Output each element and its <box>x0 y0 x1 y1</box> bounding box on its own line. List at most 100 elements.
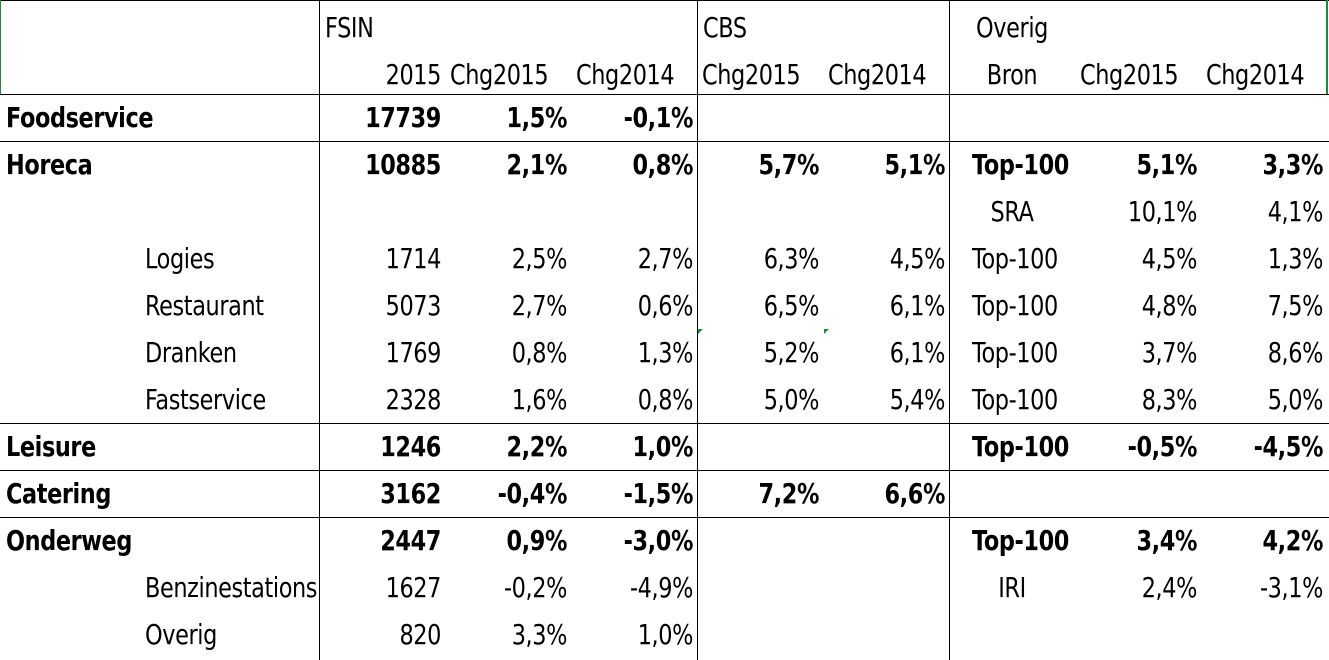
cell-bron[interactable]: Top-100 <box>972 336 1058 369</box>
cell-ov-chg2014[interactable]: 5,0% <box>1267 383 1324 416</box>
cell-fsin-chg2014[interactable]: 1,0% <box>632 430 693 463</box>
cell-cbs-chg2015[interactable] <box>723 564 819 611</box>
cell-ov-chg2015[interactable]: -0,5% <box>1127 430 1198 463</box>
cell-ov-chg2015[interactable] <box>1101 611 1197 658</box>
cell-cbs-chg2014[interactable] <box>849 611 945 658</box>
cell-fsin-chg2014[interactable]: -1,5% <box>623 477 694 510</box>
cell-v2015[interactable]: 10885 <box>365 148 441 181</box>
cell-fsin-chg2015[interactable] <box>471 188 567 235</box>
cell-bron[interactable]: IRI <box>998 571 1026 604</box>
comment-marker[interactable] <box>824 329 829 334</box>
cell-fsin-chg2014[interactable]: 0,6% <box>637 289 694 322</box>
cell-fsin-chg2015[interactable]: 2,7% <box>511 289 568 322</box>
cell-ov-chg2015[interactable]: 3,7% <box>1141 336 1198 369</box>
cell-bron[interactable]: Top-100 <box>972 289 1058 322</box>
cell-fsin-chg2015[interactable]: 1,5% <box>506 101 567 134</box>
row-label[interactable]: Fastservice <box>145 383 266 416</box>
cell-fsin-chg2014[interactable] <box>597 188 693 235</box>
row-label[interactable]: Overig <box>145 618 217 651</box>
row-label[interactable]: Restaurant <box>145 289 264 322</box>
cell-fsin-chg2015[interactable]: 2,5% <box>511 242 568 275</box>
cell-fsin-chg2015[interactable]: 3,3% <box>511 618 568 651</box>
cell-bron[interactable] <box>972 611 1052 658</box>
cell-fsin-chg2014[interactable]: 1,3% <box>637 336 694 369</box>
cell-fsin-chg2014[interactable]: 1,0% <box>637 618 694 651</box>
cell-bron[interactable]: Top-100 <box>972 430 1069 463</box>
cell-cbs-chg2015[interactable]: 5,2% <box>763 336 820 369</box>
cell-bron[interactable] <box>972 94 1052 141</box>
cell-v2015[interactable]: 820 <box>399 618 441 651</box>
row-label[interactable]: Horeca <box>6 148 93 181</box>
cell-cbs-chg2014[interactable] <box>849 564 945 611</box>
cell-ov-chg2015[interactable] <box>1101 94 1197 141</box>
cell-cbs-chg2015[interactable]: 6,5% <box>763 289 820 322</box>
cell-ov-chg2015[interactable]: 8,3% <box>1141 383 1198 416</box>
cell-cbs-chg2015[interactable] <box>723 94 819 141</box>
cell-fsin-chg2015[interactable]: 2,2% <box>506 430 567 463</box>
cell-v2015[interactable]: 17739 <box>365 101 441 134</box>
cell-ov-chg2014[interactable]: 1,3% <box>1267 242 1324 275</box>
cell-cbs-chg2015[interactable] <box>723 517 819 564</box>
row-label[interactable]: Foodservice <box>6 101 154 134</box>
cell-fsin-chg2014[interactable]: 0,8% <box>637 383 694 416</box>
cell-v2015[interactable]: 5073 <box>385 289 442 322</box>
cell-fsin-chg2014[interactable]: -4,9% <box>630 571 693 604</box>
cell-v2015[interactable]: 1627 <box>385 571 442 604</box>
cell-fsin-chg2015[interactable]: -0,4% <box>497 477 568 510</box>
cell-v2015[interactable]: 1769 <box>385 336 442 369</box>
cell-cbs-chg2014[interactable] <box>849 188 945 235</box>
cell-fsin-chg2015[interactable]: 0,8% <box>511 336 568 369</box>
cell-fsin-chg2015[interactable]: -0,2% <box>504 571 567 604</box>
cell-bron[interactable]: Top-100 <box>972 383 1058 416</box>
cell-cbs-chg2015[interactable] <box>723 611 819 658</box>
cell-ov-chg2014[interactable]: -4,5% <box>1253 430 1324 463</box>
cell-v2015[interactable] <box>345 188 441 235</box>
cell-ov-chg2014[interactable]: 3,3% <box>1262 148 1323 181</box>
cell-fsin-chg2015[interactable]: 2,1% <box>506 148 567 181</box>
row-label[interactable]: Logies <box>145 242 215 275</box>
cell-cbs-chg2014[interactable]: 6,1% <box>889 336 946 369</box>
cell-v2015[interactable]: 3162 <box>380 477 441 510</box>
cell-cbs-chg2015[interactable]: 5,7% <box>758 148 819 181</box>
cell-ov-chg2015[interactable]: 2,4% <box>1141 571 1198 604</box>
cell-fsin-chg2015[interactable]: 0,9% <box>506 524 567 557</box>
cell-ov-chg2014[interactable]: 8,6% <box>1267 336 1324 369</box>
cell-fsin-chg2014[interactable]: -3,0% <box>623 524 694 557</box>
cell-ov-chg2014[interactable] <box>1227 94 1323 141</box>
cell-fsin-chg2015[interactable]: 1,6% <box>511 383 568 416</box>
cell-ov-chg2014[interactable]: 4,2% <box>1262 524 1323 557</box>
cell-ov-chg2015[interactable]: 5,1% <box>1136 148 1197 181</box>
cell-cbs-chg2015[interactable]: 5,0% <box>763 383 820 416</box>
cell-ov-chg2014[interactable]: 7,5% <box>1267 289 1324 322</box>
cell-bron[interactable]: SRA <box>990 195 1034 228</box>
row-label[interactable]: Dranken <box>145 336 237 369</box>
cell-ov-chg2014[interactable] <box>1227 611 1323 658</box>
cell-bron[interactable] <box>972 470 1052 517</box>
cell-fsin-chg2014[interactable]: 0,8% <box>632 148 693 181</box>
cell-ov-chg2014[interactable]: 4,1% <box>1267 195 1324 228</box>
cell-ov-chg2014[interactable]: -3,1% <box>1260 571 1323 604</box>
cell-cbs-chg2015[interactable]: 7,2% <box>758 477 819 510</box>
cell-ov-chg2015[interactable] <box>1101 470 1197 517</box>
row-label[interactable]: Benzinestations <box>145 571 318 604</box>
cell-ov-chg2015[interactable]: 4,8% <box>1141 289 1198 322</box>
cell-cbs-chg2014[interactable]: 6,1% <box>889 289 946 322</box>
row-label[interactable]: Catering <box>6 477 111 510</box>
cell-cbs-chg2015[interactable] <box>723 423 819 470</box>
row-label[interactable]: Leisure <box>6 430 96 463</box>
cell-v2015[interactable]: 2328 <box>385 383 442 416</box>
row-label[interactable]: Onderweg <box>6 524 132 557</box>
cell-ov-chg2015[interactable]: 10,1% <box>1127 195 1198 228</box>
cell-v2015[interactable]: 1246 <box>380 430 441 463</box>
comment-marker[interactable] <box>698 329 703 334</box>
cell-bron[interactable]: Top-100 <box>972 524 1069 557</box>
cell-cbs-chg2014[interactable] <box>849 94 945 141</box>
cell-cbs-chg2015[interactable]: 6,3% <box>763 242 820 275</box>
cell-cbs-chg2014[interactable] <box>849 423 945 470</box>
cell-cbs-chg2014[interactable]: 6,6% <box>884 477 945 510</box>
cell-v2015[interactable]: 1714 <box>385 242 442 275</box>
cell-ov-chg2015[interactable]: 4,5% <box>1141 242 1198 275</box>
cell-ov-chg2014[interactable] <box>1227 470 1323 517</box>
cell-cbs-chg2014[interactable] <box>849 517 945 564</box>
cell-cbs-chg2014[interactable]: 5,1% <box>884 148 945 181</box>
